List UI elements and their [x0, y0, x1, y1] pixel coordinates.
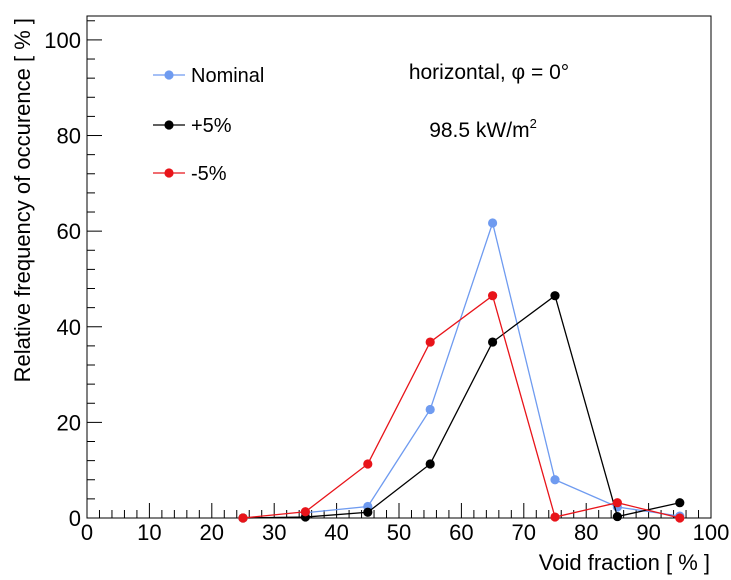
- series-1-point: [675, 498, 685, 508]
- legend-marker-1: [164, 120, 174, 130]
- series-2-point: [612, 498, 623, 508]
- annotation-heat-flux: 98.5 kW/m2: [429, 116, 537, 142]
- x-tick-label: 80: [574, 520, 598, 545]
- series-2-point: [550, 512, 560, 522]
- series-1-line: [242, 294, 680, 519]
- series-2-point: [488, 291, 498, 301]
- y-tick-label: 40: [57, 315, 81, 340]
- y-tick-label: 20: [57, 410, 81, 435]
- series-0-point: [550, 475, 560, 485]
- axis-ticks: 0 10 20 30 40 50 60 70 80 90 100 0 20 40 60 80 100: [44, 20, 730, 545]
- x-tick-label: 10: [137, 520, 161, 545]
- y-axis-title: Relative frequency of occurence [ % ]: [10, 18, 35, 382]
- y-tick-label: 0: [69, 506, 81, 531]
- series-2-point: [425, 337, 435, 347]
- series-2-point: [238, 513, 248, 523]
- x-tick-label: 20: [200, 520, 224, 545]
- series-2-point: [363, 459, 373, 469]
- x-tick-label: 90: [636, 520, 660, 545]
- series-1-point: [425, 459, 435, 469]
- legend-label-1: +5%: [191, 115, 232, 137]
- series-1-point: [550, 291, 560, 301]
- y-tick-label: 80: [57, 124, 81, 149]
- x-tick-label: 70: [512, 520, 536, 545]
- series-2-line: [242, 294, 680, 519]
- x-tick-label: 30: [262, 520, 286, 545]
- annotation-heat-flux-value: 98.5 kW/m: [429, 119, 529, 142]
- x-axis-title: Void fraction [ % ]: [539, 550, 710, 575]
- series-0-line: [305, 220, 680, 517]
- series-0-point: [425, 404, 435, 415]
- x-tick-label: 0: [81, 520, 93, 545]
- x-tick-label: 60: [449, 520, 473, 545]
- plot-frame: [86, 15, 712, 519]
- axes-frame: [86, 15, 712, 519]
- annotation-orientation: horizontal, φ = 0°: [409, 61, 569, 84]
- y-tick-label: 60: [57, 219, 81, 244]
- series-0-point: [488, 218, 498, 228]
- legend-label-0: Nominal: [191, 65, 264, 87]
- legend: Nominal +5% -5%: [153, 65, 264, 185]
- legend-marker-2: [164, 168, 174, 178]
- x-tick-label: 40: [324, 520, 348, 545]
- legend-marker-0: [164, 70, 174, 80]
- series-1-point: [612, 511, 623, 522]
- series-2-point: [300, 507, 310, 517]
- series-layer: [238, 218, 685, 523]
- y-tick-label: 100: [44, 28, 81, 53]
- legend-label-2: -5%: [191, 163, 227, 185]
- series-1-point: [488, 337, 498, 347]
- series-1-point: [363, 507, 373, 517]
- x-tick-label: 50: [387, 520, 411, 545]
- annotation-heat-flux-exponent: 2: [530, 116, 537, 131]
- series-2-point: [675, 513, 685, 523]
- x-tick-label: 100: [693, 520, 730, 545]
